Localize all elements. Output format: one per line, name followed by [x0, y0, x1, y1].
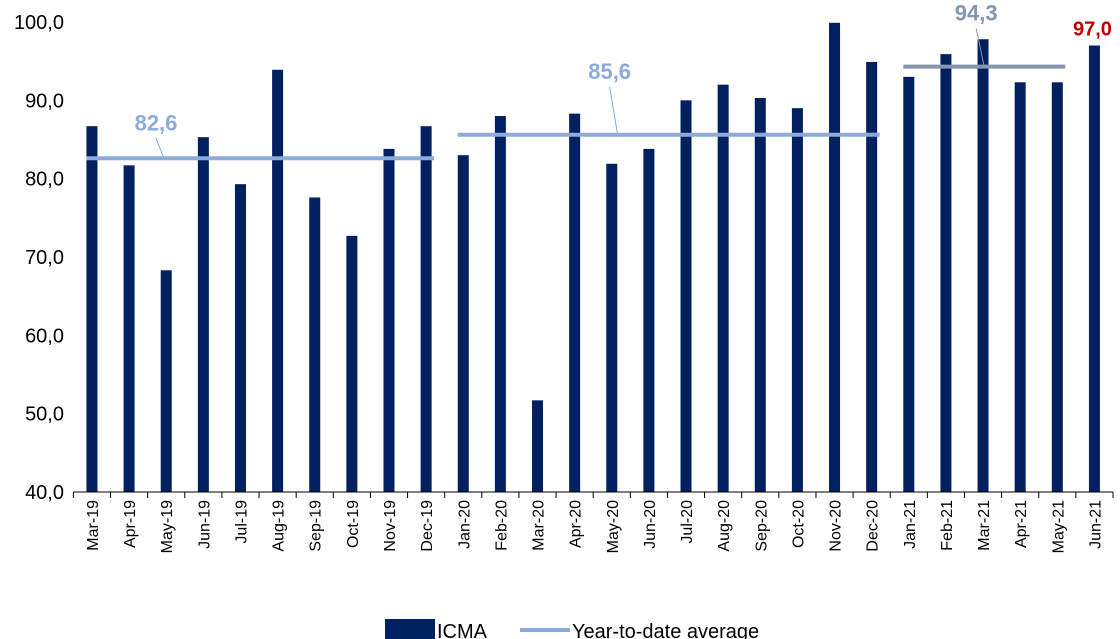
- x-tick-label: Oct-19: [345, 500, 362, 548]
- leader-line: [155, 138, 165, 159]
- legend-label: ICMA: [437, 621, 488, 639]
- x-tick-label: Jul-20: [679, 500, 696, 544]
- bar: [234, 184, 246, 492]
- x-tick-label: Dec-20: [865, 500, 882, 552]
- x-tick-label: Aug-19: [271, 500, 288, 552]
- x-tick-label: Jan-20: [456, 500, 473, 549]
- average-label: 85,6: [588, 59, 631, 84]
- average-label: 94,3: [955, 1, 998, 26]
- bar: [569, 113, 581, 493]
- x-tick-label: Aug-20: [716, 500, 733, 552]
- x-tick-label: Sep-19: [308, 500, 325, 552]
- x-tick-label: Mar-20: [531, 500, 548, 551]
- y-tick-label: 50,0: [25, 404, 64, 426]
- bar: [197, 137, 209, 492]
- x-tick-label: Apr-20: [568, 500, 585, 548]
- x-tick-label: May-20: [605, 500, 622, 553]
- x-tick-label: Mar-21: [976, 500, 993, 551]
- y-tick-label: 80,0: [25, 169, 64, 191]
- y-tick-label: 40,0: [25, 482, 64, 504]
- bar: [791, 108, 803, 493]
- value-label: 97,0: [1073, 19, 1112, 41]
- x-tick-label: Dec-19: [419, 500, 436, 552]
- x-tick-label: Oct-20: [790, 500, 807, 548]
- x-tick-label: Jul-19: [233, 500, 250, 544]
- bar: [977, 39, 989, 492]
- x-tick-label: Mar-19: [85, 500, 102, 551]
- x-tick-label: Nov-20: [828, 500, 845, 552]
- leader-line: [975, 28, 985, 67]
- bar: [1088, 45, 1100, 492]
- x-tick-label: Jun-21: [1087, 500, 1104, 549]
- bar: [866, 61, 878, 492]
- x-tick-label: Jun-20: [642, 500, 659, 549]
- bar: [1014, 82, 1026, 493]
- bar: [680, 100, 692, 492]
- bar: [309, 197, 321, 492]
- x-tick-label: May-19: [159, 500, 176, 553]
- bar: [494, 116, 506, 492]
- bar: [903, 76, 915, 492]
- x-tick-label: Jan-21: [902, 500, 919, 549]
- bar: [829, 22, 841, 493]
- bar: [940, 54, 952, 492]
- bar: [606, 163, 618, 493]
- y-tick-label: 100,0: [14, 12, 64, 34]
- bar: [346, 235, 358, 492]
- y-tick-label: 70,0: [25, 247, 64, 269]
- x-tick-label: Feb-21: [939, 500, 956, 551]
- leader-line: [609, 86, 619, 135]
- bar: [457, 155, 469, 492]
- y-tick-label: 90,0: [25, 90, 64, 112]
- bar: [123, 165, 135, 492]
- bar: [272, 69, 284, 493]
- bar: [383, 148, 395, 492]
- x-tick-label: Nov-19: [382, 500, 399, 552]
- bar: [754, 97, 766, 492]
- x-tick-label: Apr-19: [122, 500, 139, 548]
- bar: [1051, 82, 1063, 493]
- legend-label: Year-to-date average: [572, 621, 759, 639]
- x-tick-label: Jun-19: [196, 500, 213, 549]
- y-tick-label: 60,0: [25, 325, 64, 347]
- average-label: 82,6: [135, 110, 178, 135]
- bar: [420, 126, 432, 492]
- bar: [86, 126, 98, 492]
- bar: [717, 84, 729, 493]
- x-tick-label: Sep-20: [753, 500, 770, 552]
- x-tick-label: Feb-20: [493, 500, 510, 551]
- bar: [532, 400, 544, 492]
- legend-swatch: [385, 619, 435, 639]
- bar: [643, 148, 655, 492]
- bar: [160, 270, 172, 492]
- x-tick-label: May-21: [1050, 500, 1067, 553]
- x-tick-label: Apr-21: [1013, 500, 1030, 548]
